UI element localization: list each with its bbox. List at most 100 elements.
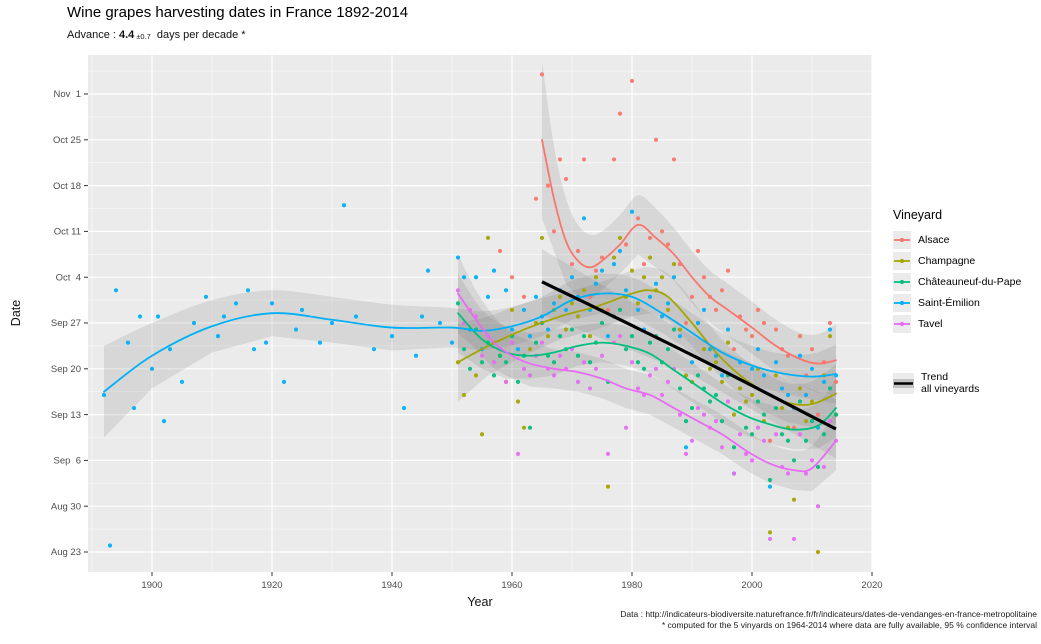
data-point-Alsace — [653, 137, 659, 142]
legend-trend-label: Trend all vineyards — [921, 371, 980, 395]
data-point-Champagne — [773, 373, 779, 378]
data-point-Alsace — [725, 268, 731, 273]
data-point-Champagne — [767, 530, 773, 535]
data-point-Champagne — [509, 307, 515, 313]
ci-band-Saint-Émilion — [104, 273, 836, 438]
data-point-Champagne — [749, 392, 755, 398]
data-point-Alsace — [773, 327, 779, 332]
data-point-Saint-Émilion — [503, 288, 509, 293]
data-point-Saint-Émilion — [617, 248, 623, 254]
data-point-Tavel — [605, 451, 611, 456]
data-point-Champagne — [515, 399, 521, 404]
data-point-Saint-Émilion — [233, 301, 239, 306]
x-axis-title: Year — [467, 595, 493, 609]
data-point-Alsace — [581, 157, 587, 162]
data-point-Saint-Émilion — [167, 347, 173, 352]
data-point-Saint-Émilion — [659, 314, 665, 319]
data-point-Saint-Émilion — [263, 340, 269, 345]
data-point-Saint-Émilion — [803, 392, 809, 398]
data-point-Tavel — [617, 333, 623, 339]
data-point-Saint-Émilion — [569, 275, 575, 280]
legend-title: Vineyard — [893, 208, 943, 222]
legend-item-Tavel: Tavel — [893, 315, 1039, 333]
data-point-Alsace — [509, 275, 515, 280]
data-point-Châteauneuf-du-Pape — [803, 438, 809, 443]
data-point-Saint-Émilion — [203, 294, 209, 299]
data-point-Tavel — [509, 340, 515, 345]
data-point-Saint-Émilion — [581, 216, 587, 221]
data-point-Saint-Émilion — [665, 301, 671, 306]
data-point-Tavel — [659, 392, 665, 398]
data-point-Tavel — [677, 412, 683, 417]
data-point-Alsace — [833, 379, 839, 384]
smooth-line-Saint-Émilion — [103, 292, 837, 393]
data-point-Saint-Émilion — [341, 203, 347, 208]
legend-item-Alsace: Alsace — [893, 231, 1039, 249]
data-point-Saint-Émilion — [449, 340, 455, 345]
data-point-Châteauneuf-du-Pape — [515, 379, 521, 384]
data-point-Alsace — [629, 78, 635, 84]
data-point-Tavel — [809, 458, 815, 463]
data-point-Châteauneuf-du-Pape — [815, 464, 821, 470]
legend-item-Champagne: Champagne — [893, 252, 1039, 270]
data-point-Alsace — [599, 255, 605, 260]
data-point-Châteauneuf-du-Pape — [617, 307, 623, 313]
data-point-Alsace — [761, 320, 767, 326]
data-point-Saint-Émilion — [521, 307, 527, 313]
data-point-Tavel — [743, 451, 749, 456]
chart-title: Wine grapes harvesting dates in France 1… — [67, 4, 409, 21]
data-point-Châteauneuf-du-Pape — [737, 405, 743, 411]
data-point-Alsace — [755, 307, 761, 313]
data-point-Alsace — [743, 327, 749, 332]
data-point-Saint-Émilion — [653, 281, 659, 286]
data-point-Châteauneuf-du-Pape — [671, 327, 677, 332]
data-point-Alsace — [809, 347, 815, 352]
data-point-Tavel — [623, 425, 629, 430]
data-point-Saint-Émilion — [281, 379, 287, 384]
subtitle-suffix: days per decade * — [153, 29, 246, 41]
legend-key-icon — [893, 315, 911, 333]
data-point-Champagne — [809, 399, 815, 404]
data-point-Châteauneuf-du-Pape — [491, 373, 497, 378]
data-point-Alsace — [701, 275, 707, 280]
data-point-Saint-Émilion — [545, 327, 551, 332]
data-point-Saint-Émilion — [779, 386, 785, 391]
data-point-Tavel — [557, 353, 563, 358]
data-point-Champagne — [659, 275, 665, 280]
data-point-Saint-Émilion — [755, 347, 761, 352]
data-point-Châteauneuf-du-Pape — [821, 432, 827, 437]
data-point-Châteauneuf-du-Pape — [713, 392, 719, 398]
data-point-Champagne — [779, 405, 785, 411]
y-tick-label: Sep 13 — [51, 410, 81, 421]
data-point-Châteauneuf-du-Pape — [695, 373, 701, 378]
data-point-Alsace — [719, 288, 725, 293]
data-point-Champagne — [665, 307, 671, 313]
x-tick-label: 2020 — [861, 580, 882, 591]
data-point-Tavel — [575, 379, 581, 384]
data-point-Alsace — [575, 248, 581, 254]
data-point-Tavel — [815, 504, 821, 509]
data-point-Tavel — [539, 340, 545, 345]
data-point-Tavel — [665, 379, 671, 384]
data-point-Champagne — [611, 255, 617, 260]
data-point-Saint-Émilion — [137, 314, 143, 319]
data-point-Tavel — [767, 536, 773, 542]
data-point-Châteauneuf-du-Pape — [467, 366, 473, 371]
data-point-Saint-Émilion — [269, 301, 275, 306]
data-point-Tavel — [491, 360, 497, 365]
ci-band-Alsace — [542, 61, 836, 397]
data-point-Saint-Émilion — [371, 347, 377, 352]
data-point-Tavel — [713, 419, 719, 424]
data-point-Champagne — [521, 425, 527, 430]
data-point-Saint-Émilion — [161, 419, 167, 424]
x-tick-label: 1980 — [621, 580, 642, 591]
data-point-Châteauneuf-du-Pape — [719, 419, 725, 424]
y-tick-label: Sep 20 — [51, 364, 81, 375]
data-point-Champagne — [527, 347, 533, 352]
data-point-Saint-Émilion — [461, 275, 467, 280]
legend-item-Saint-Émilion: Saint-Émilion — [893, 294, 1039, 312]
data-point-Alsace — [611, 157, 617, 162]
data-point-Champagne — [629, 268, 635, 273]
data-point-Tavel — [773, 432, 779, 437]
